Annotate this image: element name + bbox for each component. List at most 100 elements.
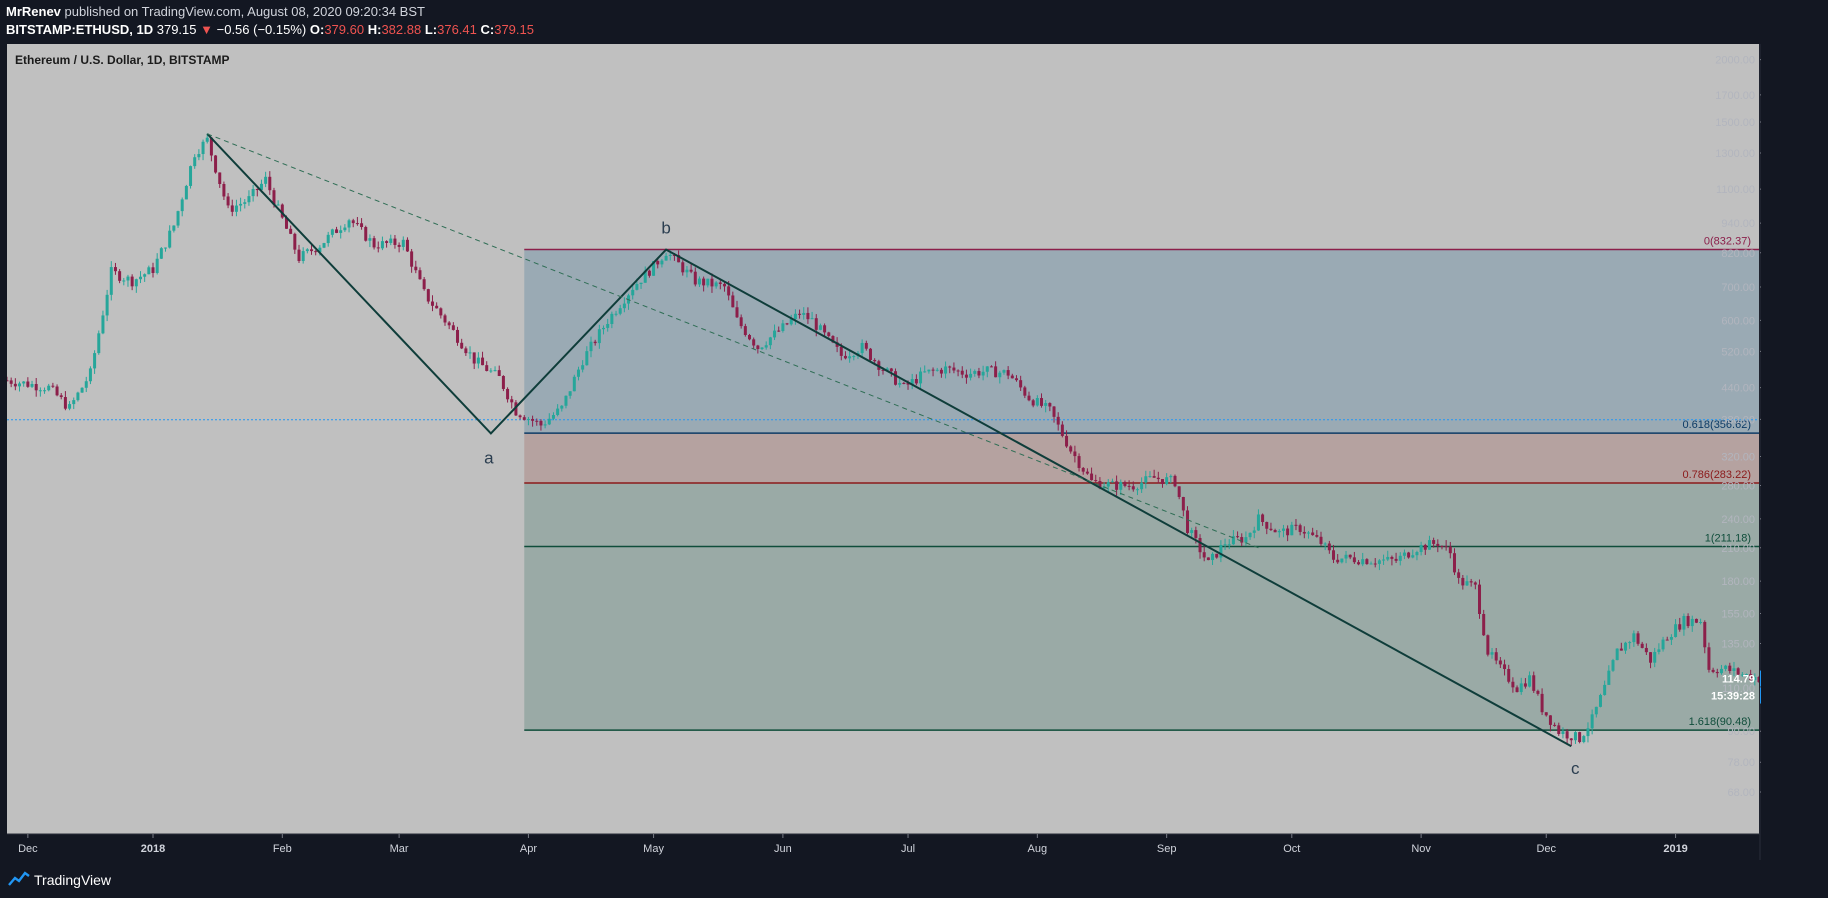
candle-body — [981, 371, 985, 376]
candle-body — [656, 261, 660, 265]
candle-body — [1494, 652, 1498, 661]
candle-body — [1019, 380, 1023, 388]
candle-body — [960, 370, 964, 375]
candle-body — [531, 418, 535, 421]
candle-body — [1386, 556, 1390, 560]
candle-body — [1040, 398, 1044, 406]
author-name[interactable]: MrRenev — [6, 4, 61, 19]
candle-body — [1256, 514, 1260, 531]
y-tick-label: 1300.00 — [1715, 148, 1755, 160]
candle-body — [739, 317, 743, 327]
candle-body — [1023, 387, 1027, 396]
candle-body — [672, 254, 676, 256]
candle-body — [30, 384, 34, 387]
candle-body — [389, 238, 393, 243]
y-tick-label: 90.00 — [1727, 726, 1755, 738]
candle-body — [1615, 648, 1619, 661]
y-tick-label: 440.00 — [1721, 383, 1755, 395]
candle-body — [585, 351, 589, 366]
candle-body — [1190, 530, 1194, 534]
candle-body — [539, 420, 543, 426]
candle-body — [852, 356, 856, 358]
tradingview-logo-icon[interactable] — [8, 870, 30, 888]
candle-body — [1448, 546, 1452, 554]
candle-body — [1586, 728, 1590, 737]
candle-body — [610, 313, 614, 325]
candle-body — [1632, 633, 1636, 643]
candle-body — [635, 284, 639, 290]
candle-body — [301, 251, 305, 262]
candle-body — [1281, 528, 1285, 531]
candle-body — [835, 342, 839, 347]
candle-body — [118, 271, 122, 281]
candle-body — [447, 322, 451, 326]
candle-body — [1152, 476, 1156, 478]
y-tick-label: 135.00 — [1721, 638, 1755, 650]
candle-body — [622, 303, 626, 309]
candle-body — [1749, 674, 1753, 681]
candle-body — [1306, 532, 1310, 534]
candle-body — [831, 336, 835, 343]
candle-body — [1298, 525, 1302, 532]
candle-body — [568, 391, 572, 396]
candle-body — [848, 356, 852, 359]
candle-body — [722, 283, 726, 287]
candle-body — [1077, 456, 1081, 468]
candle-body — [22, 381, 26, 384]
x-tick-label: Nov — [1411, 843, 1431, 855]
candle-body — [151, 267, 155, 273]
candle-body — [497, 370, 501, 376]
candle-body — [748, 334, 752, 340]
y-tick-label: 700.00 — [1721, 282, 1755, 294]
publish-info: MrRenev published on TradingView.com, Au… — [6, 4, 425, 19]
candle-body — [93, 353, 97, 369]
candle-body — [1715, 671, 1719, 674]
x-tick-label: Feb — [273, 843, 292, 855]
candle-body — [914, 379, 918, 384]
candle-body — [1073, 451, 1077, 457]
y-tick-label: 68.00 — [1727, 787, 1755, 799]
candle-body — [293, 233, 297, 250]
candle-body — [318, 247, 322, 253]
down-arrow-icon: ▼ — [200, 22, 213, 37]
candle-body — [280, 204, 284, 218]
y-tick-label: 940.00 — [1721, 218, 1755, 230]
candle-body — [689, 269, 693, 272]
y-tick-label: 320.00 — [1721, 452, 1755, 464]
candle-body — [823, 325, 827, 333]
candle-body — [935, 369, 939, 371]
candle-body — [147, 267, 151, 275]
candle-body — [418, 270, 422, 280]
candle-body — [168, 230, 172, 248]
ohlc-legend: BITSTAMP:ETHUSD, 1D 379.15 ▼ −0.56 (−0.1… — [6, 22, 534, 37]
candle-body — [43, 390, 47, 392]
candle-body — [677, 255, 681, 263]
x-tick-label: Dec — [1536, 843, 1556, 855]
last-price: 379.15 — [156, 22, 197, 37]
candle-body — [189, 166, 193, 186]
symbol-label: BITSTAMP:ETHUSD, 1D — [6, 22, 154, 37]
candle-body — [264, 176, 268, 184]
candle-body — [697, 278, 701, 285]
candle-body — [1361, 559, 1365, 565]
candle-body — [259, 183, 263, 191]
candle-body — [1528, 675, 1532, 687]
candle-body — [1069, 446, 1073, 452]
candle-body — [1202, 552, 1206, 558]
y-tick-label: 380.00 — [1721, 414, 1755, 426]
candle-body — [1223, 544, 1227, 546]
candle-body — [368, 238, 372, 241]
candle-body — [1131, 486, 1135, 490]
candle-body — [1081, 467, 1085, 472]
candle-body — [1682, 616, 1686, 630]
chart-area[interactable]: 0(832.37) 0.618(356.62) 0.786(283.22) 1(211… — [7, 44, 1761, 860]
candle-body — [1407, 552, 1411, 558]
brand-name[interactable]: TradingView — [34, 872, 112, 888]
publish-date: published on TradingView.com, August 08,… — [64, 4, 425, 19]
price-change: −0.56 (−0.15%) — [216, 22, 307, 37]
candle-body — [1206, 557, 1210, 561]
chart-canvas[interactable]: 0(832.37) 0.618(356.62) 0.786(283.22) 1(211… — [7, 44, 1761, 860]
candle-body — [685, 269, 689, 273]
candle-body — [1728, 665, 1732, 671]
candle-body — [1461, 577, 1465, 586]
